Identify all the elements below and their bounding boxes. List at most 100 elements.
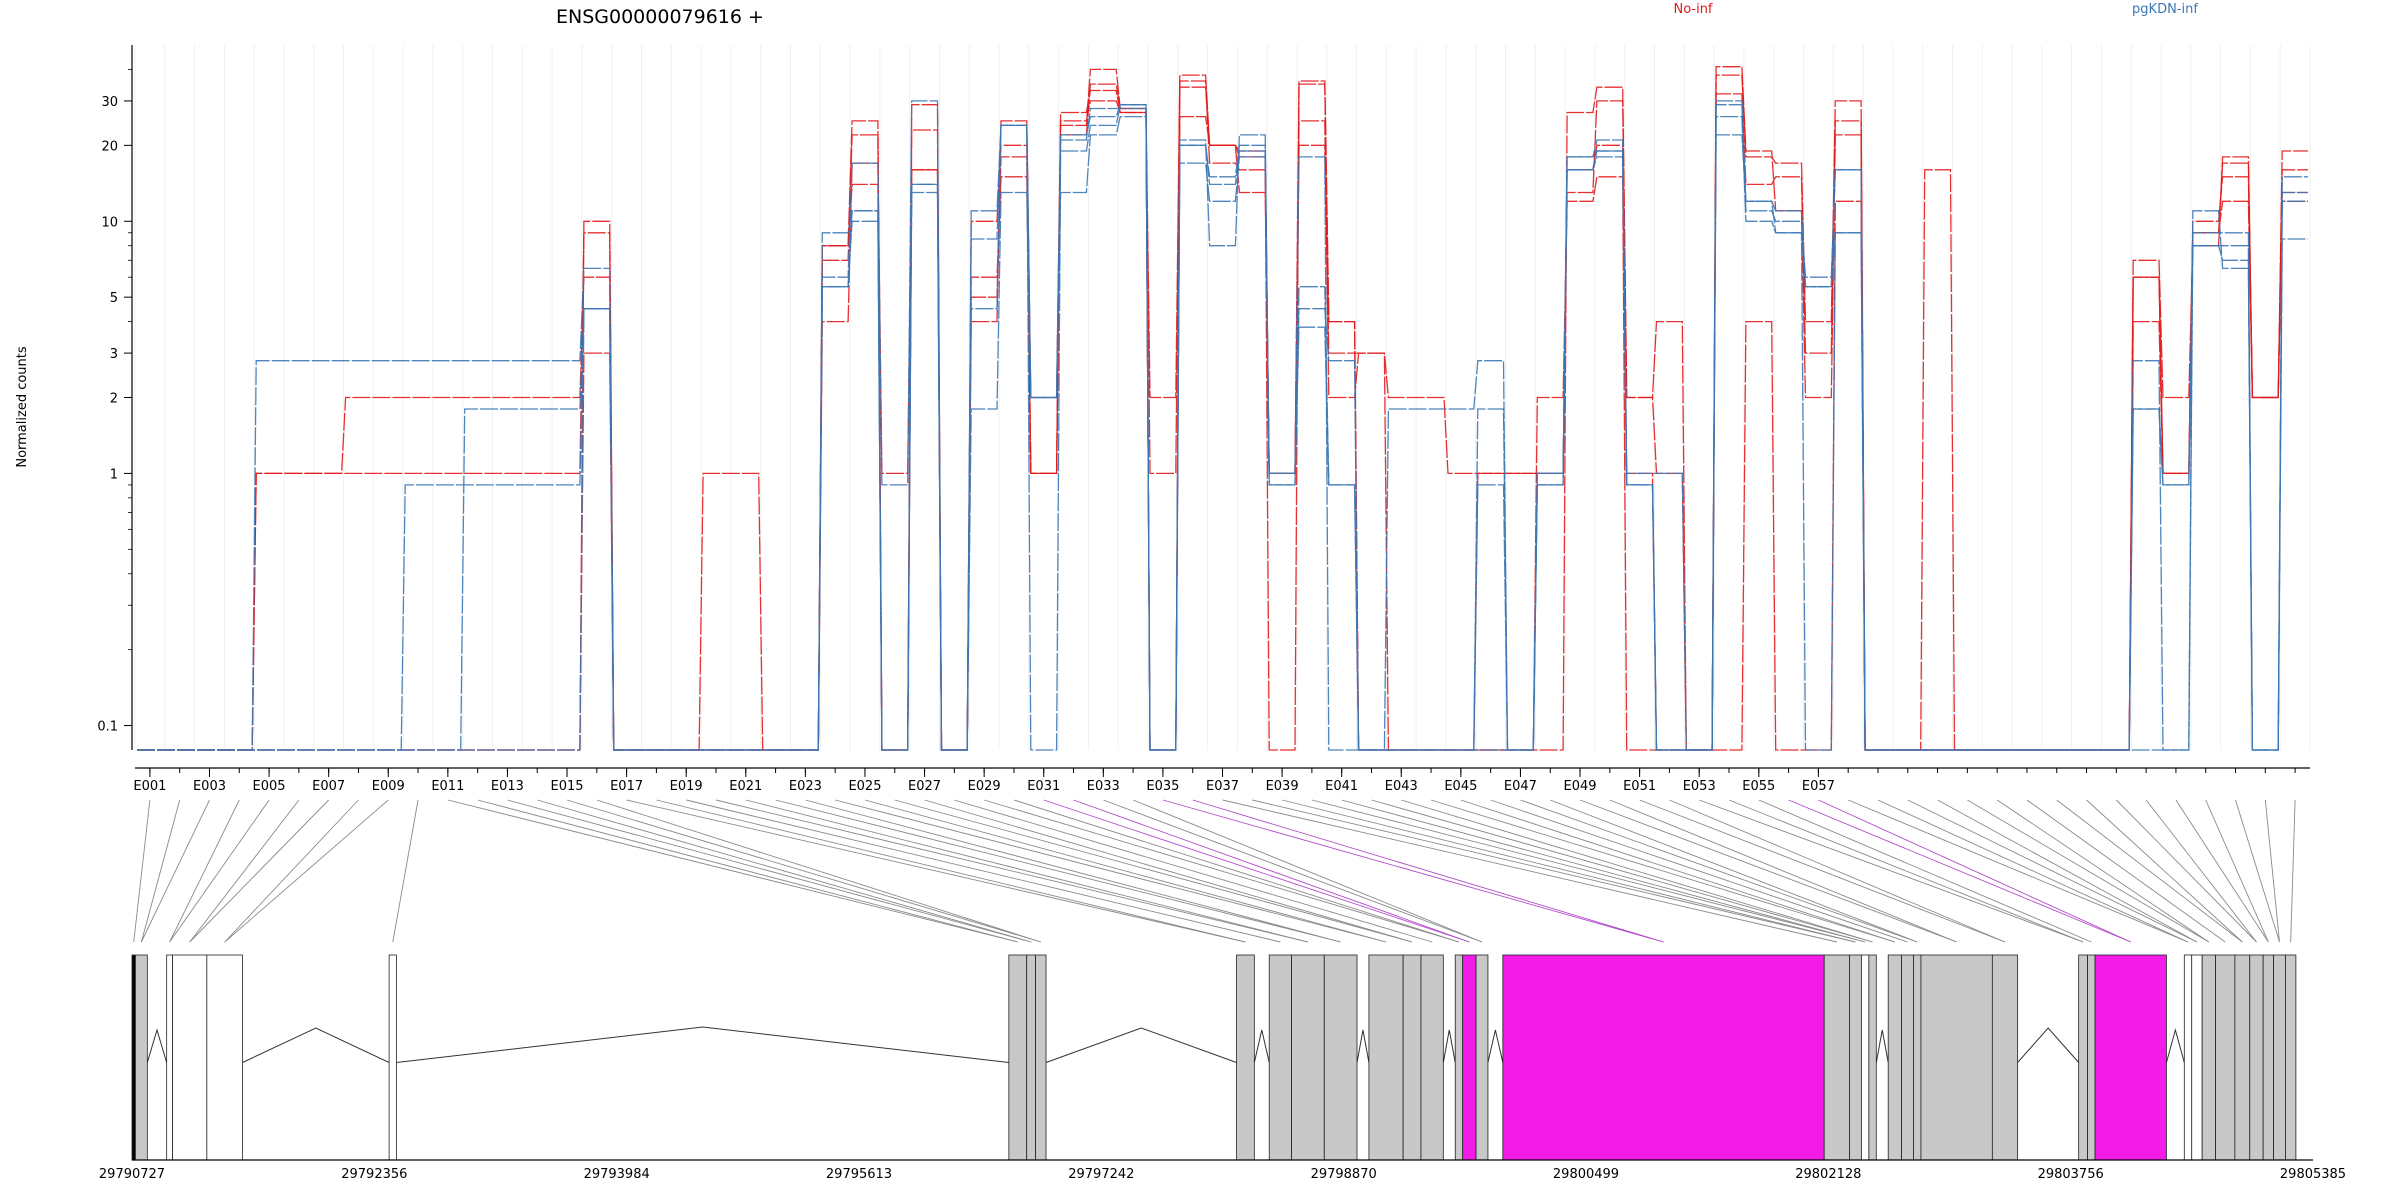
exon-connector — [1699, 799, 2084, 943]
exon-connector — [2086, 799, 2243, 943]
exon-connector — [2290, 799, 2296, 943]
exon-box — [2191, 954, 2203, 1161]
exon-label: E049 — [1564, 779, 1597, 794]
legend-label-pgkdn-inf: pgKDN-inf — [2132, 2, 2198, 17]
intron-line — [1487, 1029, 1504, 1063]
exon-label: E015 — [551, 779, 584, 794]
exon-label: E051 — [1623, 779, 1656, 794]
genomic-tick-label: 29795613 — [826, 1167, 892, 1182]
exon-label: E035 — [1146, 779, 1179, 794]
y-tick-label: 2 — [110, 392, 118, 407]
y-tick-label: 1 — [110, 467, 118, 482]
exon-connector — [1073, 799, 1470, 943]
intron-line — [396, 1026, 1009, 1063]
exon-connector — [169, 799, 240, 943]
exon-connector — [686, 799, 1281, 943]
exon-connector — [1430, 799, 1896, 943]
exon-box — [1368, 954, 1404, 1161]
exon-box — [131, 954, 136, 1161]
intron-line — [242, 1027, 390, 1063]
exon-label: E057 — [1802, 779, 1835, 794]
exon-label: E023 — [789, 779, 822, 794]
exon-label: E007 — [312, 779, 345, 794]
exon-connector — [656, 799, 1246, 943]
exon-connector — [1728, 799, 2084, 943]
exon-box — [1868, 954, 1877, 1161]
intron-line — [1442, 1029, 1456, 1063]
exon-connector — [1609, 799, 1957, 943]
exon-box — [2201, 954, 2216, 1161]
exon-connector — [2026, 799, 2226, 943]
exon-connector — [189, 799, 300, 943]
exon-box — [2183, 954, 2193, 1161]
exon-box — [1420, 954, 1444, 1161]
exon-box — [172, 954, 208, 1161]
exon-box — [2249, 954, 2264, 1161]
exon-label: E017 — [610, 779, 643, 794]
exon-box — [2234, 954, 2251, 1161]
exon-connector — [1162, 799, 1664, 943]
exon-label: E011 — [431, 779, 464, 794]
exon-connector — [1281, 799, 1856, 943]
exon-label: E019 — [670, 779, 703, 794]
exon-box — [206, 954, 243, 1161]
exon-connector — [1639, 799, 2006, 943]
exon-connector — [2116, 799, 2257, 943]
exon-connector — [1996, 799, 2210, 943]
exon-connector — [1132, 799, 1483, 943]
exon-connector — [864, 799, 1387, 943]
exon-connector — [715, 799, 1309, 943]
exon-connector — [1937, 799, 2198, 943]
exon-connector — [2264, 799, 2280, 943]
intron-line — [1045, 1027, 1237, 1063]
exon-connector — [1252, 799, 1856, 943]
exon-connector — [596, 799, 1041, 943]
genomic-tick-label: 29798870 — [1311, 1167, 1377, 1182]
exon-connector — [1669, 799, 2006, 943]
exon-label: E047 — [1504, 779, 1537, 794]
exon-label: E021 — [729, 779, 762, 794]
exon-label: E025 — [848, 779, 881, 794]
exon-box — [2094, 954, 2167, 1161]
intron-line — [1875, 1029, 1889, 1063]
genomic-tick-label: 29793984 — [584, 1167, 650, 1182]
exon-box — [1268, 954, 1292, 1161]
genomic-tick-label: 29805385 — [2280, 1167, 2346, 1182]
exon-connector — [507, 799, 1032, 943]
exon-box — [1823, 954, 1850, 1161]
exon-connector — [1013, 799, 1460, 943]
exon-connector — [1550, 799, 1918, 943]
exon-box — [1849, 954, 1862, 1161]
genomic-tick-label: 29792356 — [341, 1167, 407, 1182]
exon-connector — [954, 799, 1433, 943]
exon-label: E039 — [1266, 779, 1299, 794]
exon-box — [1008, 954, 1028, 1161]
exon-label: E029 — [968, 779, 1001, 794]
exon-connector — [924, 799, 1413, 943]
exon-connector — [447, 799, 1018, 943]
exon-connector — [1192, 799, 1664, 943]
exon-box — [1920, 954, 1993, 1161]
exon-connector — [140, 799, 181, 943]
exon-connector — [224, 799, 359, 943]
y-axis-label: Normalized counts — [15, 346, 30, 468]
exon-connector — [2175, 799, 2269, 943]
exon-label: E031 — [1027, 779, 1060, 794]
exon-connector — [626, 799, 1246, 943]
exon-label: E055 — [1742, 779, 1775, 794]
exon-connector — [1490, 799, 1908, 943]
exon-label: E005 — [253, 779, 286, 794]
exon-connector — [1103, 799, 1483, 943]
exon-connector — [1222, 799, 1837, 943]
exon-label: E013 — [491, 779, 524, 794]
exon-box — [1913, 954, 1922, 1161]
exon-connector — [894, 799, 1413, 943]
exon-box — [1901, 954, 1914, 1161]
exon-connector — [1460, 799, 1896, 943]
exon-connector — [1758, 799, 2092, 943]
exon-box — [1462, 954, 1477, 1161]
exon-connector — [1520, 799, 1918, 943]
y-tick-label: 3 — [110, 347, 118, 362]
exon-connector — [392, 799, 419, 943]
intron-line — [146, 1028, 168, 1063]
